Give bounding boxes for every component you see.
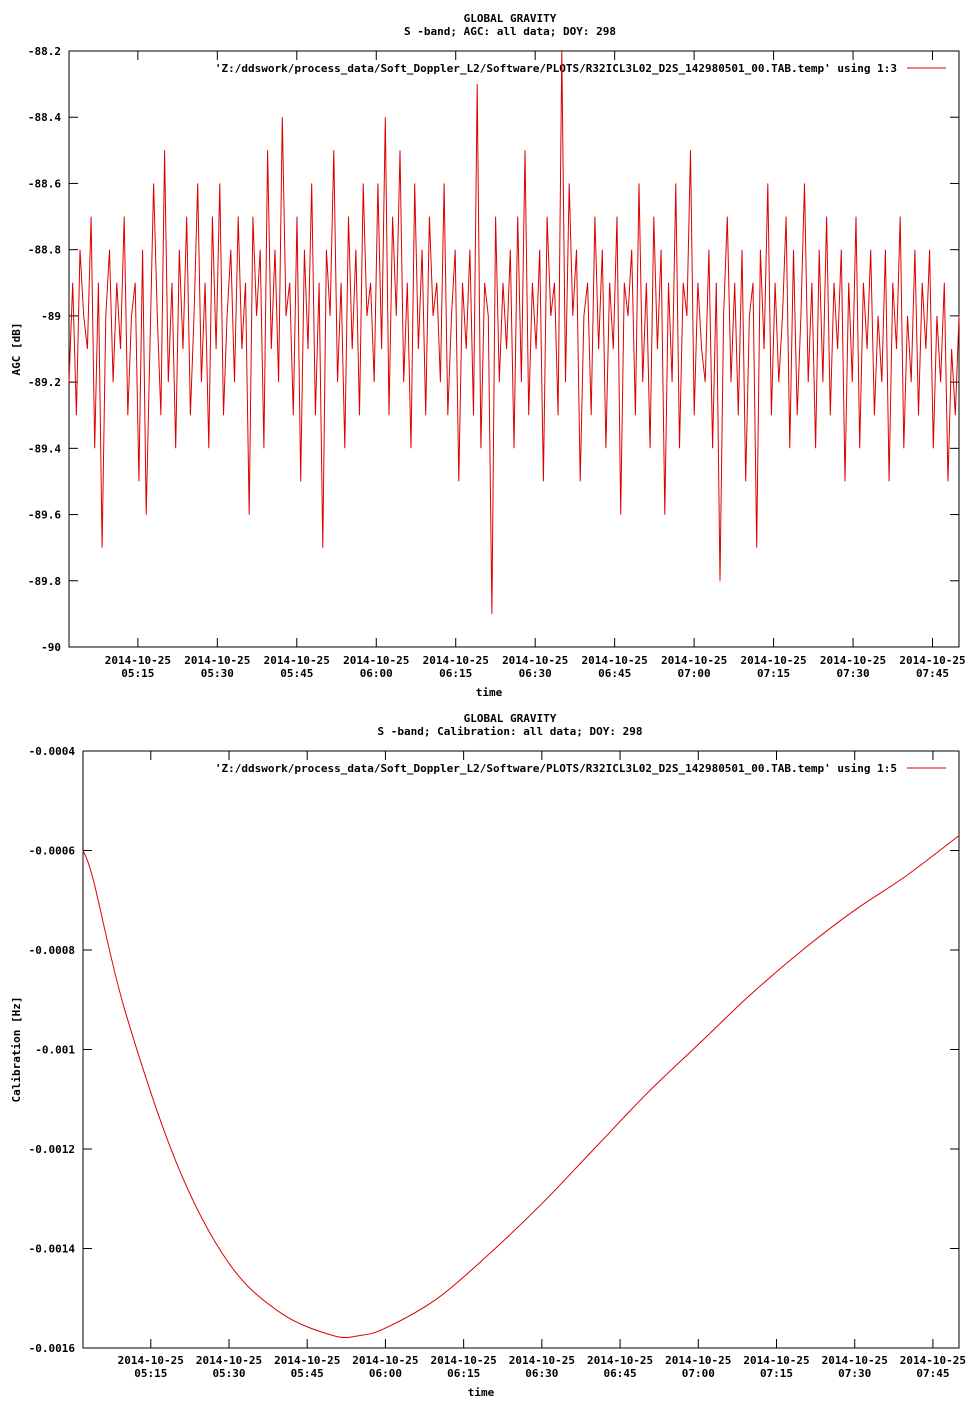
- x-tick-label-date: 2014-10-25: [352, 1354, 418, 1367]
- x-tick-label-time: 05:30: [212, 1367, 245, 1380]
- chart-subtitle: S -band; Calibration: all data; DOY: 298: [378, 725, 643, 738]
- x-tick-label-time: 05:45: [291, 1367, 324, 1380]
- x-tick-label-date: 2014-10-25: [196, 1354, 262, 1367]
- x-tick-label-time: 06:00: [369, 1367, 402, 1380]
- x-axis-label: time: [476, 686, 503, 699]
- x-tick-label-date: 2014-10-25: [900, 1354, 966, 1367]
- x-tick-label-date: 2014-10-25: [264, 654, 330, 667]
- y-axis-label: AGC [dB]: [10, 323, 23, 376]
- x-tick-label-time: 06:45: [604, 1367, 637, 1380]
- x-tick-label-time: 07:45: [916, 1367, 949, 1380]
- y-tick-label: -88.2: [28, 45, 61, 58]
- x-tick-label-date: 2014-10-25: [343, 654, 409, 667]
- x-axis-label: time: [468, 1386, 495, 1399]
- x-tick-label-time: 07:30: [838, 1367, 871, 1380]
- x-tick-label-date: 2014-10-25: [743, 1354, 809, 1367]
- y-tick-label: -89: [41, 310, 61, 323]
- x-tick-label-date: 2014-10-25: [118, 1354, 184, 1367]
- x-tick-label-time: 06:15: [447, 1367, 480, 1380]
- legend-entry: 'Z:/ddswork/process_data/Soft_Doppler_L2…: [215, 62, 897, 75]
- y-tick-label: -0.0004: [29, 745, 76, 758]
- x-tick-label-date: 2014-10-25: [274, 1354, 340, 1367]
- x-tick-label-time: 05:15: [134, 1367, 167, 1380]
- y-tick-label: -88.8: [28, 244, 61, 257]
- chart-title: GLOBAL GRAVITY: [464, 12, 557, 25]
- x-tick-label-time: 06:00: [360, 667, 393, 680]
- x-tick-label-date: 2014-10-25: [661, 654, 727, 667]
- legend-entry: 'Z:/ddswork/process_data/Soft_Doppler_L2…: [215, 762, 897, 775]
- x-tick-label-time: 05:45: [280, 667, 313, 680]
- y-axis-label: Calibration [Hz]: [10, 997, 23, 1103]
- y-tick-label: -0.001: [35, 1044, 75, 1057]
- plot-frame: [82, 750, 960, 1349]
- x-tick-label-date: 2014-10-25: [899, 654, 965, 667]
- x-tick-label-date: 2014-10-25: [105, 654, 171, 667]
- x-tick-label-time: 06:30: [525, 1367, 558, 1380]
- x-tick-label-time: 07:15: [757, 667, 790, 680]
- x-tick-label-time: 07:45: [916, 667, 949, 680]
- series-line-calibration: [82, 835, 960, 1339]
- plot-frame: [68, 50, 960, 648]
- y-tick-label: -0.0008: [29, 944, 75, 957]
- x-tick-label-time: 07:00: [682, 1367, 715, 1380]
- y-tick-label: -89.8: [28, 575, 61, 588]
- x-tick-label-date: 2014-10-25: [502, 654, 568, 667]
- x-tick-label-date: 2014-10-25: [509, 1354, 575, 1367]
- x-tick-label-time: 05:15: [121, 667, 154, 680]
- y-tick-label: -88.6: [28, 177, 61, 190]
- x-tick-label-date: 2014-10-25: [184, 654, 250, 667]
- y-tick-label: -0.0006: [29, 845, 76, 858]
- x-tick-label-time: 06:15: [439, 667, 472, 680]
- x-tick-label-date: 2014-10-25: [431, 1354, 497, 1367]
- x-tick-label-date: 2014-10-25: [822, 1354, 888, 1367]
- chart-subtitle: S -band; AGC: all data; DOY: 298: [404, 25, 616, 38]
- series-line-agc: [68, 50, 960, 614]
- x-tick-label-time: 06:45: [598, 667, 631, 680]
- y-tick-label: -0.0016: [29, 1342, 76, 1355]
- x-tick-label-time: 07:00: [678, 667, 711, 680]
- x-tick-label-date: 2014-10-25: [820, 654, 886, 667]
- y-tick-label: -89.4: [28, 442, 61, 455]
- chart-title: GLOBAL GRAVITY: [464, 712, 557, 725]
- x-tick-label-date: 2014-10-25: [665, 1354, 731, 1367]
- x-tick-label-time: 07:30: [836, 667, 869, 680]
- x-tick-label-time: 06:30: [519, 667, 552, 680]
- x-tick-label-time: 07:15: [760, 1367, 793, 1380]
- x-tick-label-date: 2014-10-25: [587, 1354, 653, 1367]
- y-tick-label: -89.6: [28, 509, 61, 522]
- x-tick-label-time: 05:30: [201, 667, 234, 680]
- y-tick-label: -0.0014: [29, 1243, 76, 1256]
- y-tick-label: -0.0012: [29, 1143, 75, 1156]
- y-tick-label: -89.2: [28, 376, 61, 389]
- x-tick-label-date: 2014-10-25: [423, 654, 489, 667]
- y-tick-label: -88.4: [28, 111, 61, 124]
- y-tick-label: -90: [41, 641, 61, 654]
- x-tick-label-date: 2014-10-25: [582, 654, 648, 667]
- x-tick-label-date: 2014-10-25: [740, 654, 806, 667]
